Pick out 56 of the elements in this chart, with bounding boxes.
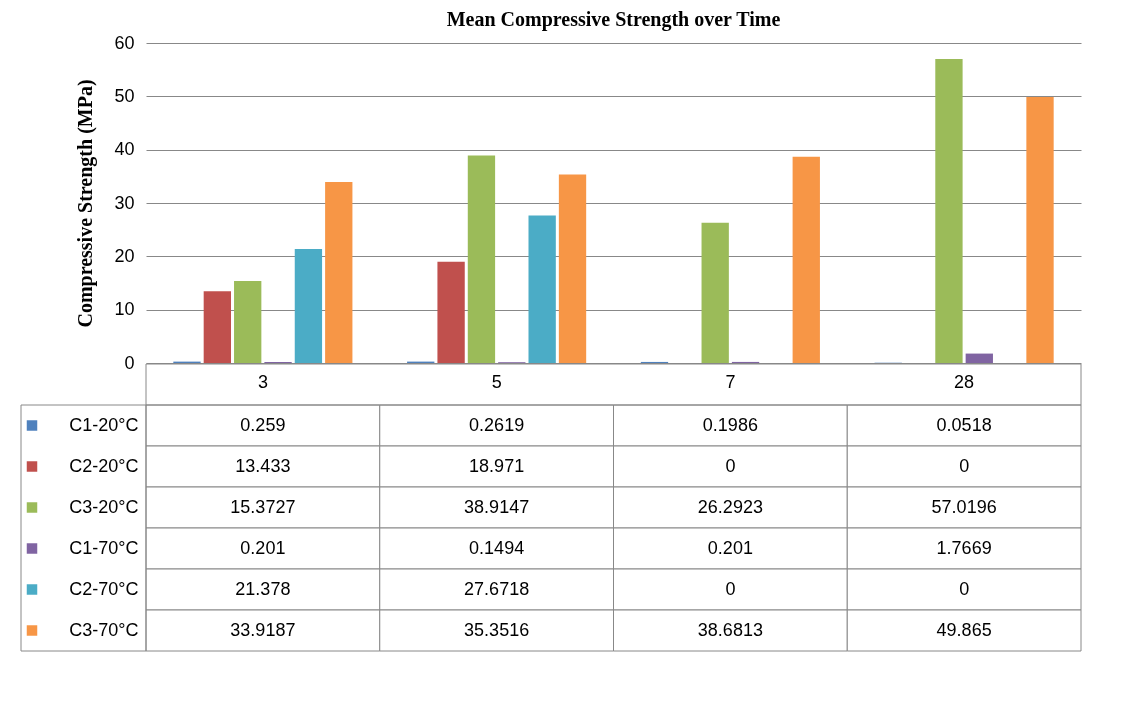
x-tick-label: 28 xyxy=(954,371,975,392)
y-tick-label: 40 xyxy=(114,139,135,160)
data-label: 0.1494 xyxy=(469,537,525,558)
data-label: 18.971 xyxy=(469,455,525,476)
x-tick-label: 5 xyxy=(491,371,502,392)
data-label: 0.201 xyxy=(707,537,753,558)
y-tick-label: 50 xyxy=(114,85,135,106)
y-tick-label: 30 xyxy=(114,192,135,213)
legend-label: C2-20°C xyxy=(69,455,139,476)
legend-label: C1-20°C xyxy=(69,414,139,435)
data-label: 0.2619 xyxy=(469,414,525,435)
bar xyxy=(528,215,556,363)
data-label: 27.6718 xyxy=(464,578,530,599)
data-label: 35.3516 xyxy=(464,619,530,640)
data-label: 1.7669 xyxy=(936,537,992,558)
bar xyxy=(234,281,262,363)
data-label: 49.865 xyxy=(936,619,992,640)
y-axis-title: Compressive Strength (MPa) xyxy=(74,79,98,328)
legend-label: C1-70°C xyxy=(69,537,139,558)
bar xyxy=(1026,97,1054,363)
bar xyxy=(558,174,587,363)
data-label: 38.9147 xyxy=(464,496,530,517)
data-label: 57.0196 xyxy=(931,496,997,517)
y-tick-label: 20 xyxy=(114,245,135,266)
bar xyxy=(437,261,465,363)
x-tick-label: 3 xyxy=(257,371,268,392)
bar xyxy=(325,182,353,363)
bar xyxy=(965,353,993,363)
data-label: 33.9187 xyxy=(230,619,296,640)
legend-label: C3-20°C xyxy=(69,496,139,517)
data-label: 0 xyxy=(725,455,736,476)
bar xyxy=(467,155,496,363)
y-tick-label: 0 xyxy=(124,352,135,373)
chart-title: Mean Compressive Strength over Time xyxy=(446,8,781,31)
data-label: 0.201 xyxy=(240,537,286,558)
bar xyxy=(935,58,963,363)
bar xyxy=(203,291,231,363)
data-label: 0.259 xyxy=(240,414,286,435)
bar xyxy=(792,156,820,363)
data-label: 0.0518 xyxy=(936,414,992,435)
data-label: 26.2923 xyxy=(697,496,763,517)
x-tick-label: 7 xyxy=(725,371,736,392)
data-label: 0 xyxy=(959,578,970,599)
legend-label: C2-70°C xyxy=(69,578,139,599)
data-label: 38.6813 xyxy=(697,619,763,640)
y-tick-label: 10 xyxy=(114,299,135,320)
data-label: 13.433 xyxy=(235,455,291,476)
bar xyxy=(294,248,323,363)
data-label: 0.1986 xyxy=(702,414,758,435)
data-label: 21.378 xyxy=(235,578,291,599)
data-label: 0 xyxy=(725,578,736,599)
legend-label: C3-70°C xyxy=(69,619,139,640)
bar xyxy=(701,222,729,363)
data-label: 15.3727 xyxy=(230,496,296,517)
data-label: 0 xyxy=(959,455,970,476)
y-tick-label: 60 xyxy=(114,32,135,53)
